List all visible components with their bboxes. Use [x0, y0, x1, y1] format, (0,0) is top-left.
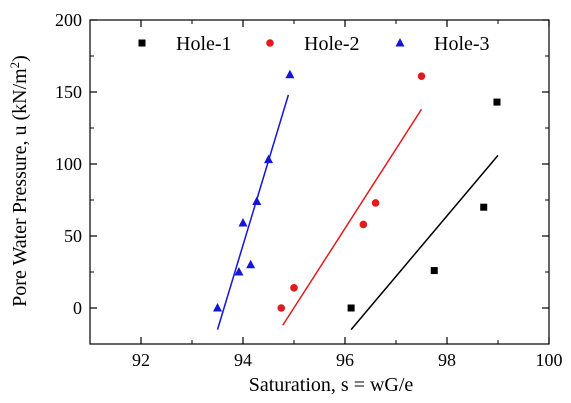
fit-line-hole-3	[216, 94, 290, 330]
legend-marker-hole-1	[138, 39, 146, 47]
data-point-hole-1	[493, 98, 501, 106]
x-tick-label: 92	[132, 350, 150, 370]
legend-label-hole-3: Hole-3	[434, 33, 490, 55]
fit-line-hole-2	[282, 108, 423, 326]
legend-label-hole-2: Hole-2	[304, 33, 360, 55]
data-point-hole-1	[480, 203, 488, 211]
data-point-hole-3	[213, 303, 222, 312]
data-point-hole-3	[234, 267, 244, 276]
data-point-hole-2	[359, 220, 368, 229]
legend-label-hole-1: Hole-1	[176, 33, 232, 55]
plot-layer	[213, 69, 501, 331]
data-point-hole-3	[238, 218, 248, 227]
data-point-hole-3	[264, 154, 273, 164]
data-point-hole-2	[290, 284, 298, 292]
x-axis-label: Saturation, s = wG/e	[249, 374, 414, 396]
y-tick-label: 150	[55, 82, 82, 102]
axes-layer: 92 94 96 98 100 0 50 100 150 200	[55, 10, 563, 370]
x-tick-label: 96	[336, 350, 354, 370]
x-tick-label: 94	[234, 350, 252, 370]
y-axis-label-close: )	[9, 55, 31, 62]
y-tick-label: 200	[55, 10, 82, 30]
y-tick-label: 0	[73, 298, 82, 318]
legend-marker-hole-2	[266, 39, 274, 47]
legend: Hole-1 Hole-2 Hole-3	[138, 33, 490, 55]
fit-line-hole-1	[350, 154, 499, 331]
data-point-hole-3	[246, 259, 256, 269]
plot-frame	[89, 19, 550, 345]
data-point-hole-3	[285, 69, 295, 79]
data-point-hole-1	[430, 267, 438, 275]
y-axis-label-text: Pore Water Pressure, u (kN/m	[9, 68, 31, 307]
legend-marker-hole-3	[395, 38, 405, 47]
data-point-hole-1	[347, 304, 355, 312]
data-point-hole-2	[417, 72, 426, 80]
y-axis-label: Pore Water Pressure, u (kN/m2)	[7, 55, 32, 307]
y-tick-label: 100	[55, 154, 82, 174]
x-tick-label: 98	[438, 350, 456, 370]
data-point-hole-2	[371, 199, 380, 207]
y-tick-label: 50	[64, 226, 82, 246]
data-point-hole-3	[252, 196, 262, 205]
data-point-hole-2	[277, 304, 286, 312]
y-axis-label-superscript: 2	[7, 62, 22, 69]
x-tick-label: 100	[536, 350, 563, 370]
